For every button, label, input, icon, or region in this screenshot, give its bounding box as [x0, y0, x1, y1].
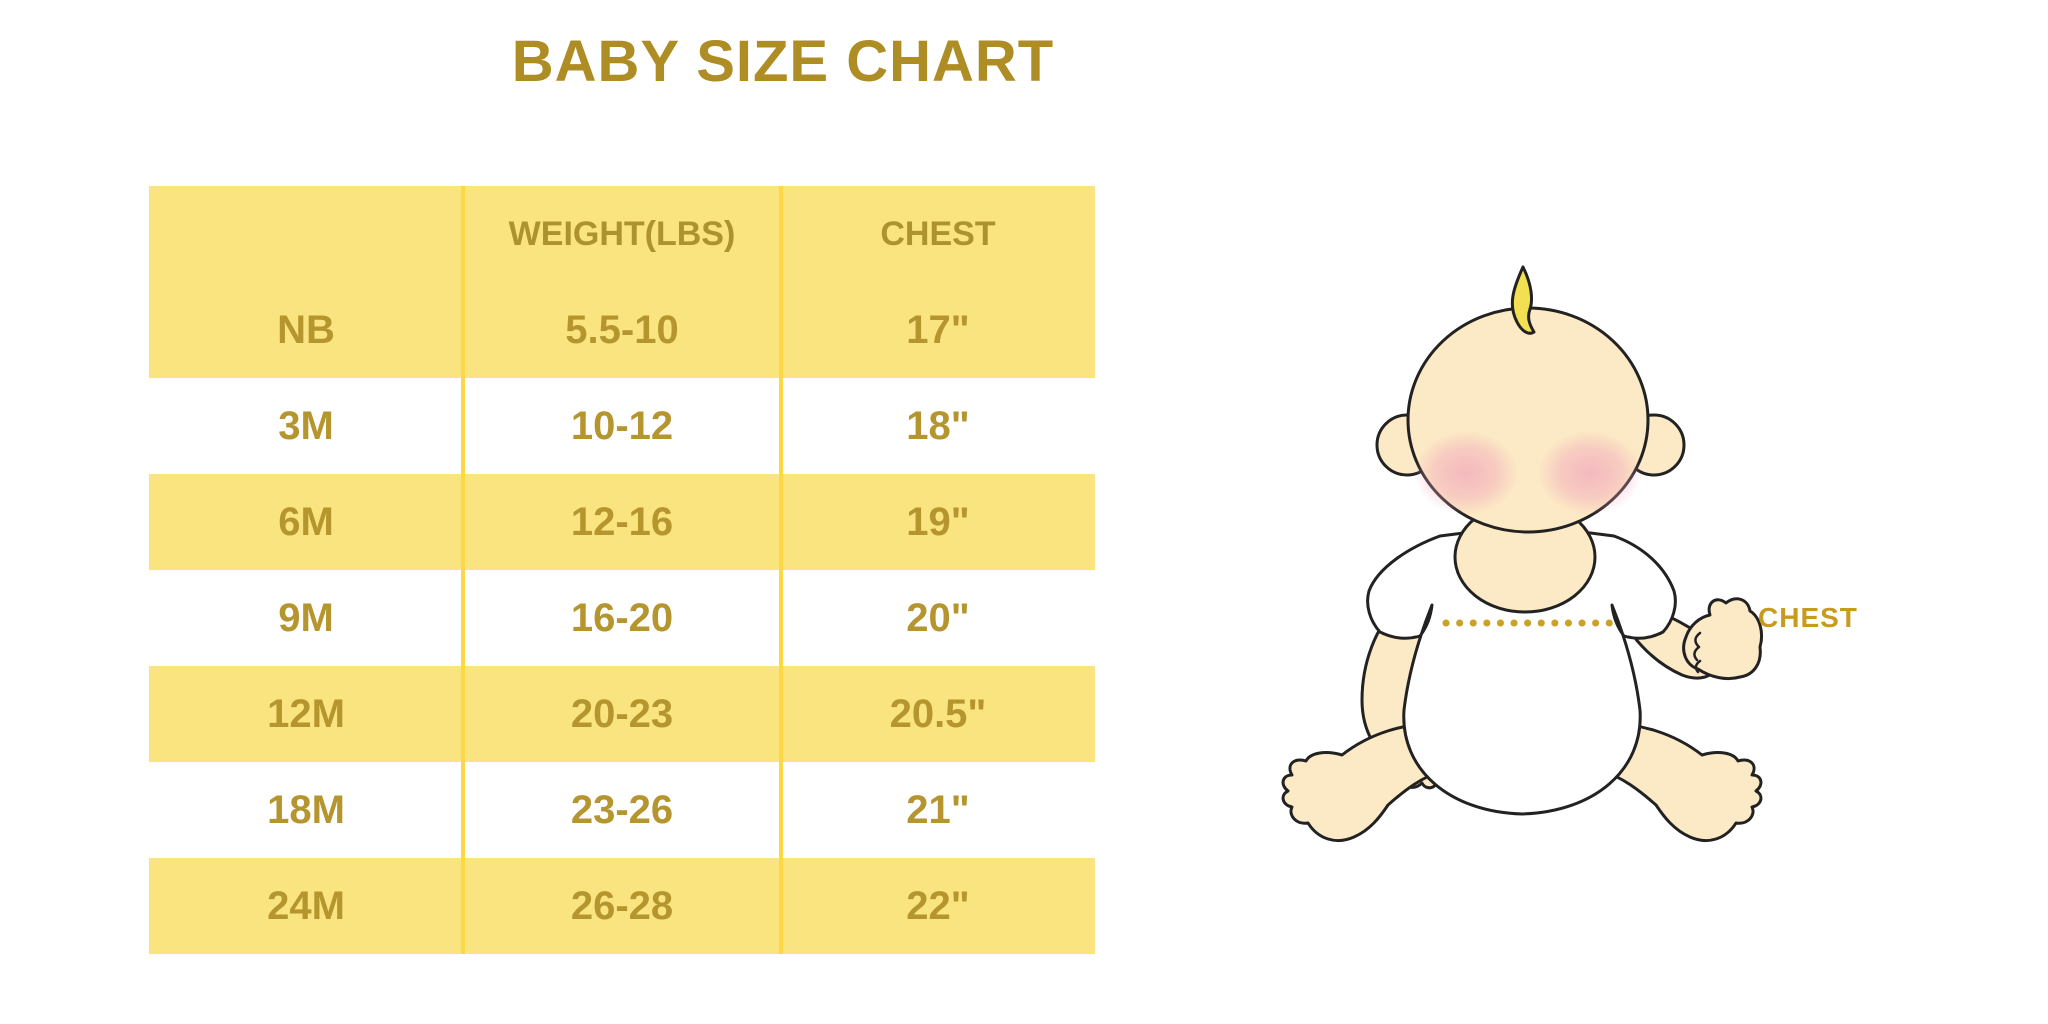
size-cell: 9M	[278, 595, 334, 640]
table-row: 3M 10-12 18"	[149, 378, 1095, 474]
chest-cell: 20"	[906, 595, 970, 640]
size-table: WEIGHT(LBS) CHEST NB 5.5-10 17" 3M 10-12…	[149, 186, 1095, 954]
chest-cell: 20.5"	[889, 691, 987, 736]
baby-right-fist	[1682, 597, 1764, 681]
table-row: 24M 26-28 22"	[149, 858, 1095, 954]
chest-cell: 19"	[906, 499, 970, 544]
table-body: NB 5.5-10 17" 3M 10-12 18" 6M 12-16 19"	[149, 282, 1095, 954]
baby-hair	[1510, 265, 1536, 335]
weight-cell: 10-12	[570, 403, 674, 448]
table-row: 12M 20-23 20.5"	[149, 666, 1095, 762]
baby-illustration-svg	[1281, 265, 1764, 842]
size-cell: 12M	[267, 691, 345, 736]
weight-cell: 26-28	[570, 883, 674, 928]
weight-cell: 20-23	[570, 691, 674, 736]
column-divider	[461, 186, 465, 954]
size-cell: 6M	[278, 499, 334, 544]
header-weight: WEIGHT(LBS)	[508, 214, 736, 253]
baby-onesie	[1366, 528, 1677, 816]
table-row: NB 5.5-10 17"	[149, 282, 1095, 378]
size-cell: 24M	[267, 883, 345, 928]
table-row: 9M 16-20 20"	[149, 570, 1095, 666]
baby-fist-knuckles	[1693, 631, 1702, 674]
chest-cell: 22"	[906, 883, 970, 928]
table-row: 18M 23-26 21"	[149, 762, 1095, 858]
table-row: 6M 12-16 19"	[149, 474, 1095, 570]
baby-illustration	[1270, 205, 1870, 885]
table-header-row: WEIGHT(LBS) CHEST	[149, 186, 1095, 282]
weight-cell: 5.5-10	[565, 307, 679, 352]
size-cell: 18M	[267, 787, 345, 832]
weight-cell: 23-26	[570, 787, 674, 832]
header-chest: CHEST	[880, 214, 996, 253]
baby-left-cheek	[1414, 431, 1518, 515]
weight-cell: 12-16	[570, 499, 674, 544]
chest-cell: 21"	[906, 787, 970, 832]
weight-cell: 16-20	[570, 595, 674, 640]
page-title: BABY SIZE CHART	[511, 29, 1055, 94]
baby-right-cheek	[1538, 431, 1642, 515]
column-divider	[779, 186, 783, 954]
chest-cell: 18"	[906, 403, 970, 448]
chest-annotation-label: CHEST	[1758, 602, 1858, 633]
size-cell: NB	[277, 307, 335, 352]
baby-right-leg	[1600, 721, 1763, 842]
header-size	[149, 186, 463, 282]
chest-cell: 17"	[906, 307, 970, 352]
size-cell: 3M	[278, 403, 334, 448]
baby-left-leg	[1281, 721, 1444, 842]
